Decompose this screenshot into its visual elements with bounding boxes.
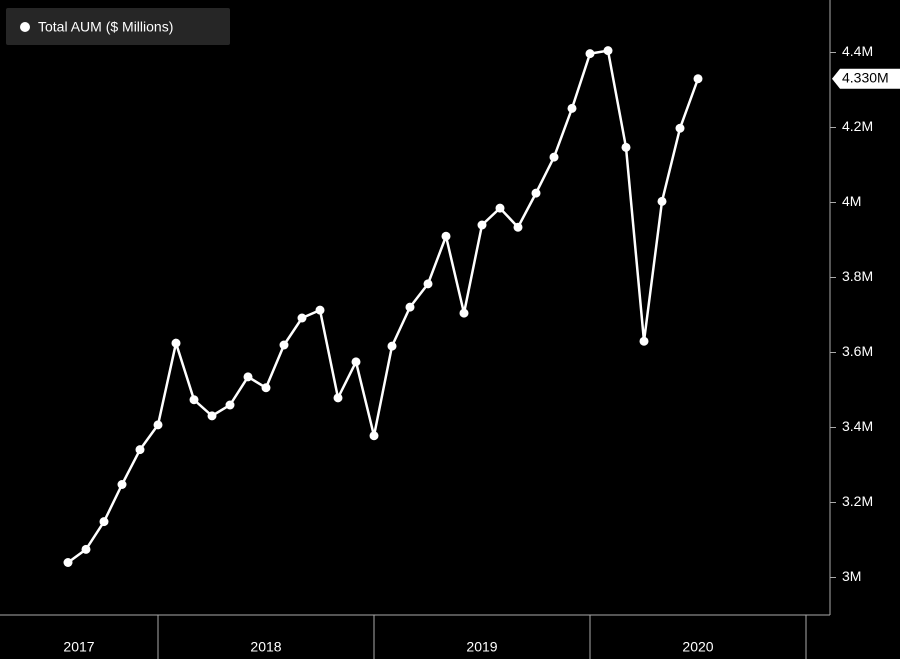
point [495,203,505,213]
point [657,196,667,206]
point [477,220,487,230]
point [243,372,253,382]
point [369,431,379,441]
point [531,188,541,198]
point [621,142,631,152]
x-group-label: 2017 [63,639,94,655]
point [333,393,343,403]
point [549,152,559,162]
y-tick-label: 3M [842,568,861,584]
point [135,445,145,455]
y-tick-label: 4.4M [842,43,873,59]
legend-box [6,8,230,45]
point [441,231,451,241]
point [279,340,289,350]
value-label: 4.330M [842,69,889,85]
point [459,308,469,318]
point [297,313,307,323]
legend-marker [20,22,30,32]
point [63,558,73,567]
x-group-label: 2019 [466,639,497,655]
point [639,336,649,346]
x-group-label: 2018 [250,639,281,655]
point [261,383,271,393]
point [603,46,613,56]
point [171,338,181,348]
point [351,357,361,367]
point [225,400,235,410]
y-tick-label: 3.4M [842,418,873,434]
point [153,420,163,430]
legend-label: Total AUM ($ Millions) [38,19,173,35]
point [387,341,397,351]
point [207,411,217,421]
y-tick-label: 4M [842,193,861,209]
point [315,305,325,315]
point [99,517,109,527]
x-group-label: 2020 [682,639,713,655]
point [693,74,703,84]
point [675,123,685,133]
point [405,302,415,312]
point [81,544,91,554]
point [117,480,127,489]
y-tick-label: 4.2M [842,118,873,134]
value-tag [832,68,900,89]
y-tick-label: 3.2M [842,493,873,509]
point [423,279,433,289]
y-tick-label: 3.6M [842,343,873,359]
point [585,49,595,59]
point [513,222,523,232]
y-tick-label: 3.8M [842,268,873,284]
point [567,103,577,113]
point [189,395,199,405]
